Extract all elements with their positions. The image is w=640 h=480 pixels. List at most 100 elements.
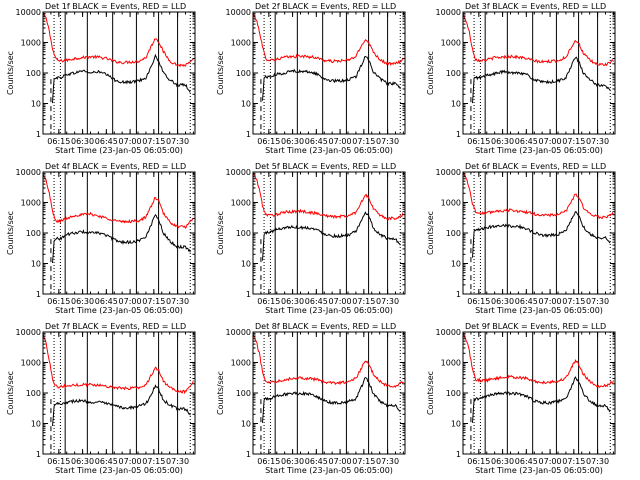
x-axis-label: Start Time (23-Jan-05 06:05:00) xyxy=(55,466,183,475)
lld-series-line xyxy=(252,333,404,388)
y-axis-label: Counts/sec xyxy=(426,371,435,415)
x-axis-label: Start Time (23-Jan-05 06:05:00) xyxy=(475,466,603,475)
lld-series-line xyxy=(42,12,194,68)
panel-title: Det 9f BLACK = Events, RED = LLD xyxy=(465,322,606,331)
x-tick-label: 06:15 xyxy=(257,137,280,146)
panel-title: Det 2f BLACK = Events, RED = LLD xyxy=(255,2,396,11)
x-tick-label: 07:30 xyxy=(586,297,609,306)
x-tick-label: 07:30 xyxy=(376,137,399,146)
lld-series-line xyxy=(462,171,614,220)
y-tick-label: 10000 xyxy=(226,328,251,337)
plot-frame xyxy=(462,11,616,135)
x-axis-label: Start Time (23-Jan-05 06:05:00) xyxy=(265,306,393,315)
x-tick-label: 07:15 xyxy=(352,297,375,306)
panel-title: Det 5f BLACK = Events, RED = LLD xyxy=(255,162,396,171)
y-tick-label: 10000 xyxy=(436,168,461,177)
y-tick-label: 100 xyxy=(236,389,251,398)
plot-frame xyxy=(252,171,406,295)
x-tick-label: 07:15 xyxy=(142,297,165,306)
y-tick-label: 1 xyxy=(36,450,41,459)
x-tick-label: 07:00 xyxy=(539,457,562,466)
y-tick-label: 1000 xyxy=(441,359,461,368)
y-tick-label: 10 xyxy=(241,420,251,429)
x-tick-label: 07:15 xyxy=(352,457,375,466)
lld-series-line xyxy=(42,172,194,229)
y-tick-label: 1 xyxy=(456,130,461,139)
panel-det-6: Det 6f BLACK = Events, RED = LLD 1 10 100 10… xyxy=(426,162,616,315)
y-tick-label: 100 xyxy=(446,69,461,78)
panel-title: Det 7f BLACK = Events, RED = LLD xyxy=(45,322,186,331)
y-tick-label: 1 xyxy=(36,290,41,299)
x-tick-label: 07:30 xyxy=(166,137,189,146)
y-tick-label: 10 xyxy=(451,420,461,429)
events-series-line xyxy=(262,55,401,101)
x-tick-label: 06:30 xyxy=(71,137,94,146)
x-tick-label: 07:30 xyxy=(166,457,189,466)
x-tick-label: 06:15 xyxy=(257,457,280,466)
panel-title: Det 4f BLACK = Events, RED = LLD xyxy=(45,162,186,171)
x-tick-label: 07:15 xyxy=(562,137,585,146)
y-tick-label: 100 xyxy=(236,69,251,78)
y-tick-label: 1000 xyxy=(441,199,461,208)
x-tick-label: 06:15 xyxy=(257,297,280,306)
y-tick-label: 1 xyxy=(246,450,251,459)
y-tick-label: 1 xyxy=(456,290,461,299)
x-axis-label: Start Time (23-Jan-05 06:05:00) xyxy=(265,146,393,155)
x-tick-label: 07:15 xyxy=(562,297,585,306)
x-tick-label: 06:45 xyxy=(95,137,118,146)
y-axis-label: Counts/sec xyxy=(426,211,435,255)
y-tick-label: 100 xyxy=(26,389,41,398)
y-axis-label: Counts/sec xyxy=(216,371,225,415)
y-tick-label: 1000 xyxy=(231,359,251,368)
plot-frame xyxy=(252,331,406,455)
x-tick-label: 06:15 xyxy=(47,137,70,146)
x-tick-label: 07:15 xyxy=(352,137,375,146)
x-tick-label: 07:00 xyxy=(119,457,142,466)
x-tick-label: 06:30 xyxy=(71,457,94,466)
x-tick-label: 07:15 xyxy=(142,457,165,466)
x-tick-label: 06:45 xyxy=(305,137,328,146)
events-series-line xyxy=(472,210,611,258)
y-tick-label: 1 xyxy=(246,130,251,139)
y-axis-label: Counts/sec xyxy=(216,51,225,95)
events-series-line xyxy=(52,384,191,426)
y-tick-label: 100 xyxy=(236,229,251,238)
events-series-line xyxy=(472,376,611,423)
lld-series-line xyxy=(462,13,614,67)
events-series-line xyxy=(472,56,611,104)
panel-det-2: Det 2f BLACK = Events, RED = LLD 1 10 100 10… xyxy=(216,2,406,155)
x-tick-label: 06:30 xyxy=(281,297,304,306)
x-axis-label: Start Time (23-Jan-05 06:05:00) xyxy=(265,466,393,475)
x-tick-label: 07:15 xyxy=(142,137,165,146)
events-series-line xyxy=(262,211,401,261)
plot-frame xyxy=(42,331,196,455)
events-series-line xyxy=(52,214,191,264)
x-tick-label: 06:30 xyxy=(281,137,304,146)
x-tick-label: 07:00 xyxy=(329,297,352,306)
x-tick-label: 07:00 xyxy=(329,457,352,466)
x-tick-label: 06:45 xyxy=(515,297,538,306)
y-axis-label: Counts/sec xyxy=(6,211,15,255)
x-tick-label: 06:45 xyxy=(515,137,538,146)
x-tick-label: 07:30 xyxy=(166,297,189,306)
plot-frame xyxy=(462,171,616,295)
panel-det-8: Det 8f BLACK = Events, RED = LLD 1 10 100 10… xyxy=(216,322,406,475)
x-tick-label: 07:00 xyxy=(539,297,562,306)
events-series-line xyxy=(262,377,401,423)
panel-title: Det 1f BLACK = Events, RED = LLD xyxy=(45,2,186,11)
plot-frame xyxy=(42,171,196,295)
x-tick-label: 07:30 xyxy=(376,457,399,466)
lld-series-line xyxy=(252,172,404,221)
y-tick-label: 1 xyxy=(36,130,41,139)
y-tick-label: 1 xyxy=(456,450,461,459)
x-tick-label: 06:15 xyxy=(47,297,70,306)
x-tick-label: 06:15 xyxy=(47,457,70,466)
panel-title: Det 3f BLACK = Events, RED = LLD xyxy=(465,2,606,11)
x-tick-label: 06:30 xyxy=(491,297,514,306)
y-tick-label: 10 xyxy=(241,100,251,109)
x-tick-label: 07:30 xyxy=(376,297,399,306)
x-tick-label: 07:00 xyxy=(539,137,562,146)
x-tick-label: 06:15 xyxy=(467,297,490,306)
x-tick-label: 07:30 xyxy=(586,137,609,146)
